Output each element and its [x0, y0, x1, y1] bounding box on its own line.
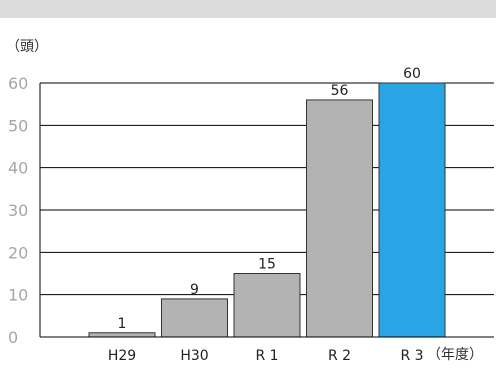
bar: [306, 99, 373, 338]
x-axis-unit-label: （年度）: [427, 347, 483, 363]
x-category-label: R 1: [255, 348, 278, 364]
y-axis-unit-label: （頭）: [6, 39, 48, 55]
y-tick-label: 40: [8, 159, 28, 178]
top-band: [0, 0, 496, 18]
bar: [378, 82, 446, 338]
x-category-label: R 2: [328, 348, 351, 364]
y-tick-label: 0: [8, 328, 18, 347]
y-tick-label: 30: [8, 201, 28, 220]
bar: [161, 298, 228, 338]
bar-value-label: 56: [331, 83, 349, 99]
bar-value-label: 60: [403, 66, 421, 82]
x-category-label: H30: [180, 348, 208, 364]
y-tick-label: 50: [8, 116, 28, 135]
y-tick-label: 60: [8, 74, 28, 93]
bar-value-label: 1: [118, 316, 127, 332]
y-tick-label: 10: [8, 286, 28, 305]
bar-value-label: 9: [190, 282, 199, 298]
bar: [233, 273, 301, 338]
bar-value-label: 15: [258, 257, 276, 273]
bar: [88, 332, 156, 338]
y-tick-label: 20: [8, 243, 28, 262]
x-category-label: H29: [108, 348, 136, 364]
x-category-label: R 3: [400, 348, 423, 364]
